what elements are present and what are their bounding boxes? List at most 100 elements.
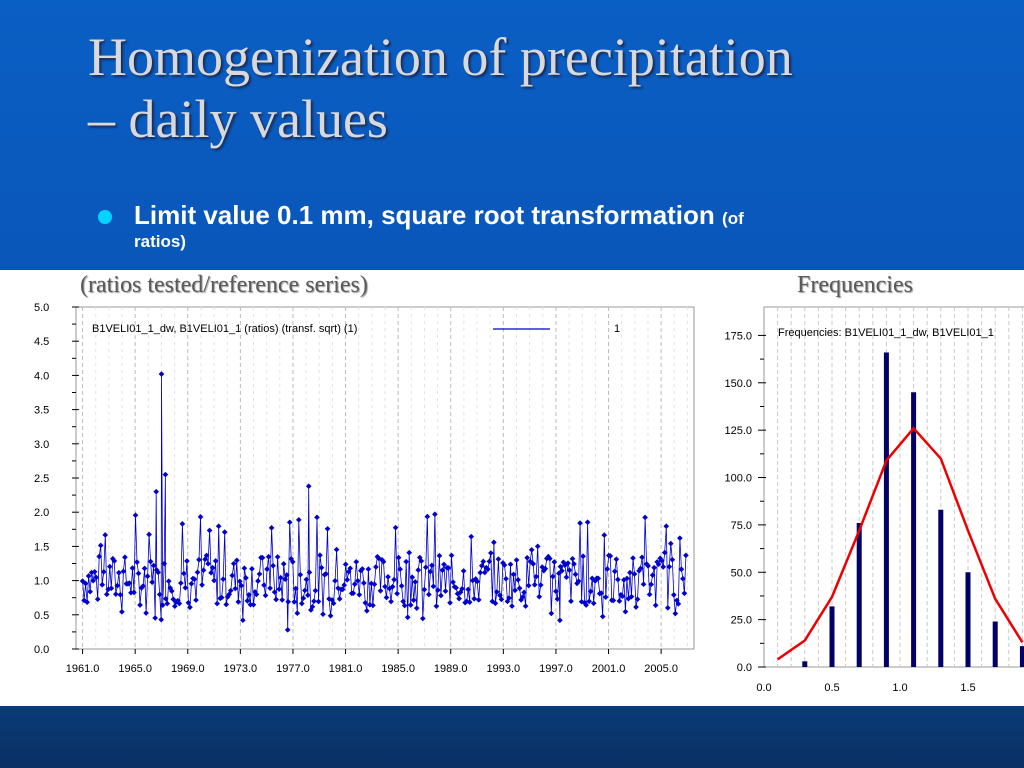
data-point [672,610,679,617]
data-point [120,568,127,575]
data-point [371,581,378,588]
data-point [572,571,579,578]
data-point [354,577,361,584]
data-point [531,581,538,588]
data-point [652,602,659,609]
data-point [524,554,530,561]
data-point [669,556,676,563]
data-point [370,602,376,609]
data-point [475,597,482,603]
data-point [300,595,307,602]
y-tick-label: 0.0 [737,662,752,674]
data-point [361,580,367,586]
slide-title: Homogenization of precipitation – daily … [88,26,988,150]
data-point [577,520,583,526]
data-point [165,578,172,585]
data-point [494,589,500,595]
data-point [651,564,657,571]
data-point [179,520,186,527]
data-point [162,471,169,478]
data-point [559,567,565,574]
data-point [93,574,100,581]
data-point [586,598,592,605]
data-point [146,531,152,538]
data-point [289,559,296,565]
data-point [264,566,270,572]
data-point [491,539,497,546]
data-point [268,524,275,531]
data-point [377,587,384,594]
histogram-bar [938,509,944,667]
data-point [445,565,452,571]
bullet-text: Limit value 0.1 mm, square root transfor… [134,200,994,234]
data-point [471,595,478,602]
data-point [442,588,449,594]
y-tick-label: 175.0 [724,330,752,342]
data-point [200,567,207,574]
data-point [468,533,475,540]
histogram-bar [829,606,835,667]
data-point [238,582,245,589]
data-point [637,565,644,572]
data-point [187,604,193,611]
data-point [613,556,620,563]
data-point [85,573,92,579]
data-point [211,577,217,584]
data-point [670,592,677,598]
data-point [607,553,614,559]
data-point [317,552,323,559]
data-point [649,572,656,578]
data-point [601,532,608,538]
data-point [575,578,582,585]
data-point [147,558,154,565]
data-point [227,587,234,594]
data-point [209,564,216,571]
data-point [353,559,360,565]
y-tick-label: 0.5 [34,610,49,622]
data-point [116,569,122,576]
y-tick-label: 150.0 [724,378,752,390]
data-point [622,608,629,615]
data-point [312,587,319,594]
data-point [663,523,670,530]
data-point [203,552,210,559]
data-point [206,527,213,534]
x-tick-label: 1969.0 [171,663,205,675]
data-point [554,596,561,602]
data-point [580,553,586,560]
data-point [194,569,201,576]
data-point [182,584,189,591]
data-point [320,611,326,618]
data-point [218,594,225,601]
data-point [162,595,169,602]
data-point [291,598,298,605]
data-point [282,576,289,583]
x-tick-label: 1997.0 [539,663,573,675]
data-point [419,615,426,622]
data-point [658,557,665,564]
data-point [135,570,142,577]
data-point [410,597,417,603]
data-point [610,597,617,604]
x-tick-label: 0.0 [756,682,771,694]
data-point [598,590,605,596]
data-point [488,550,494,556]
data-point [627,569,633,576]
data-point [230,560,237,567]
data-point [407,602,414,608]
data-point [158,371,165,377]
title-line-2: – daily values [88,89,388,149]
data-point [82,580,89,587]
data-point [664,604,671,611]
data-point [533,573,540,580]
y-tick-label: 75.0 [731,520,752,532]
data-point [96,553,103,560]
data-point [143,610,149,616]
data-point [341,582,348,588]
series-line [82,373,687,630]
data-point [280,561,287,567]
data-point [392,524,399,531]
y-tick-label: 3.5 [34,405,49,417]
data-point [262,592,269,599]
data-point [265,553,272,560]
